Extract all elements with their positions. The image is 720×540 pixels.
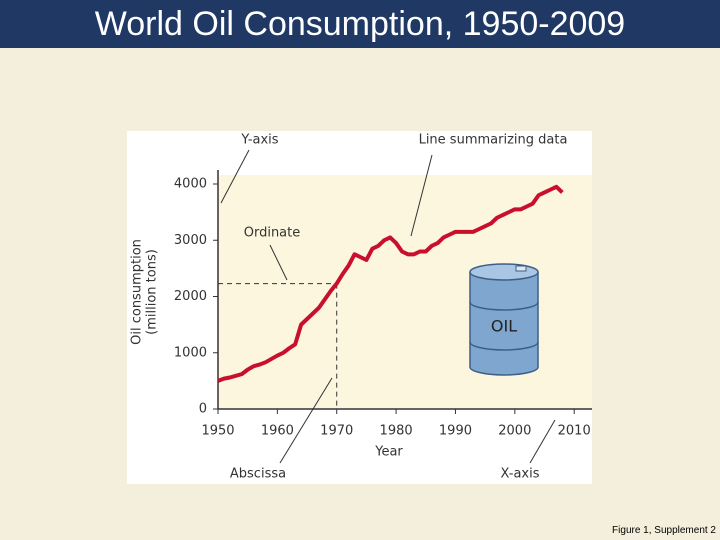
annotation: Abscissa: [230, 467, 286, 482]
y-tick-label: 0: [199, 402, 207, 417]
x-tick-label: 1980: [380, 424, 413, 439]
y-axis-label: (million tons): [145, 249, 160, 335]
y-axis-label: Oil consumption: [130, 239, 145, 345]
slide-title: World Oil Consumption, 1950-2009: [0, 0, 720, 48]
annotation: Ordinate: [244, 226, 301, 241]
annotation: X-axis: [501, 467, 540, 482]
annotation: Y-axis: [240, 133, 278, 148]
y-tick-label: 3000: [174, 233, 207, 248]
data-line: [217, 184, 564, 383]
x-tick-label: 2010: [558, 424, 591, 439]
annotation-lines: [220, 149, 556, 464]
y-tick-label: 4000: [174, 177, 207, 192]
x-tick-label: 2000: [498, 424, 531, 439]
annotation: Line summarizing data: [419, 133, 568, 148]
x-tick-label: 1950: [201, 424, 234, 439]
barrel: [469, 263, 539, 376]
x-tick-label: 1960: [261, 424, 294, 439]
y-tick-label: 2000: [174, 289, 207, 304]
barrel-label: OIL: [491, 317, 517, 336]
y-tick-label: 1000: [174, 345, 207, 360]
x-tick-label: 1970: [320, 424, 353, 439]
footer: Figure 1, Supplement 2: [612, 525, 716, 536]
x-axis-label: Year: [374, 445, 403, 460]
x-tick-label: 1990: [439, 424, 472, 439]
